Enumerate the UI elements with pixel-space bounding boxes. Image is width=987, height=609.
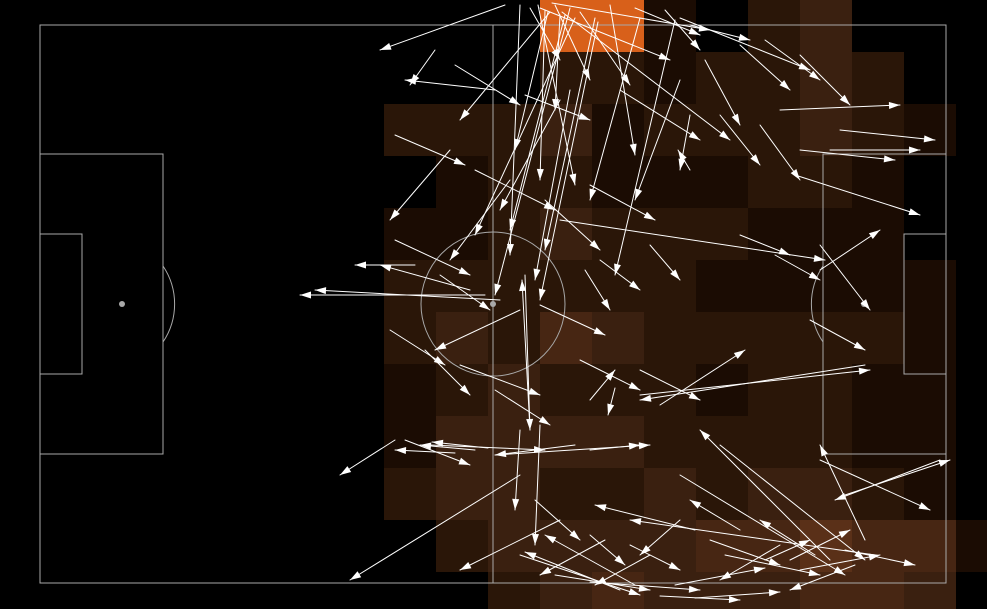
pitch-pass-map	[0, 0, 987, 609]
pitch-svg	[0, 0, 987, 609]
